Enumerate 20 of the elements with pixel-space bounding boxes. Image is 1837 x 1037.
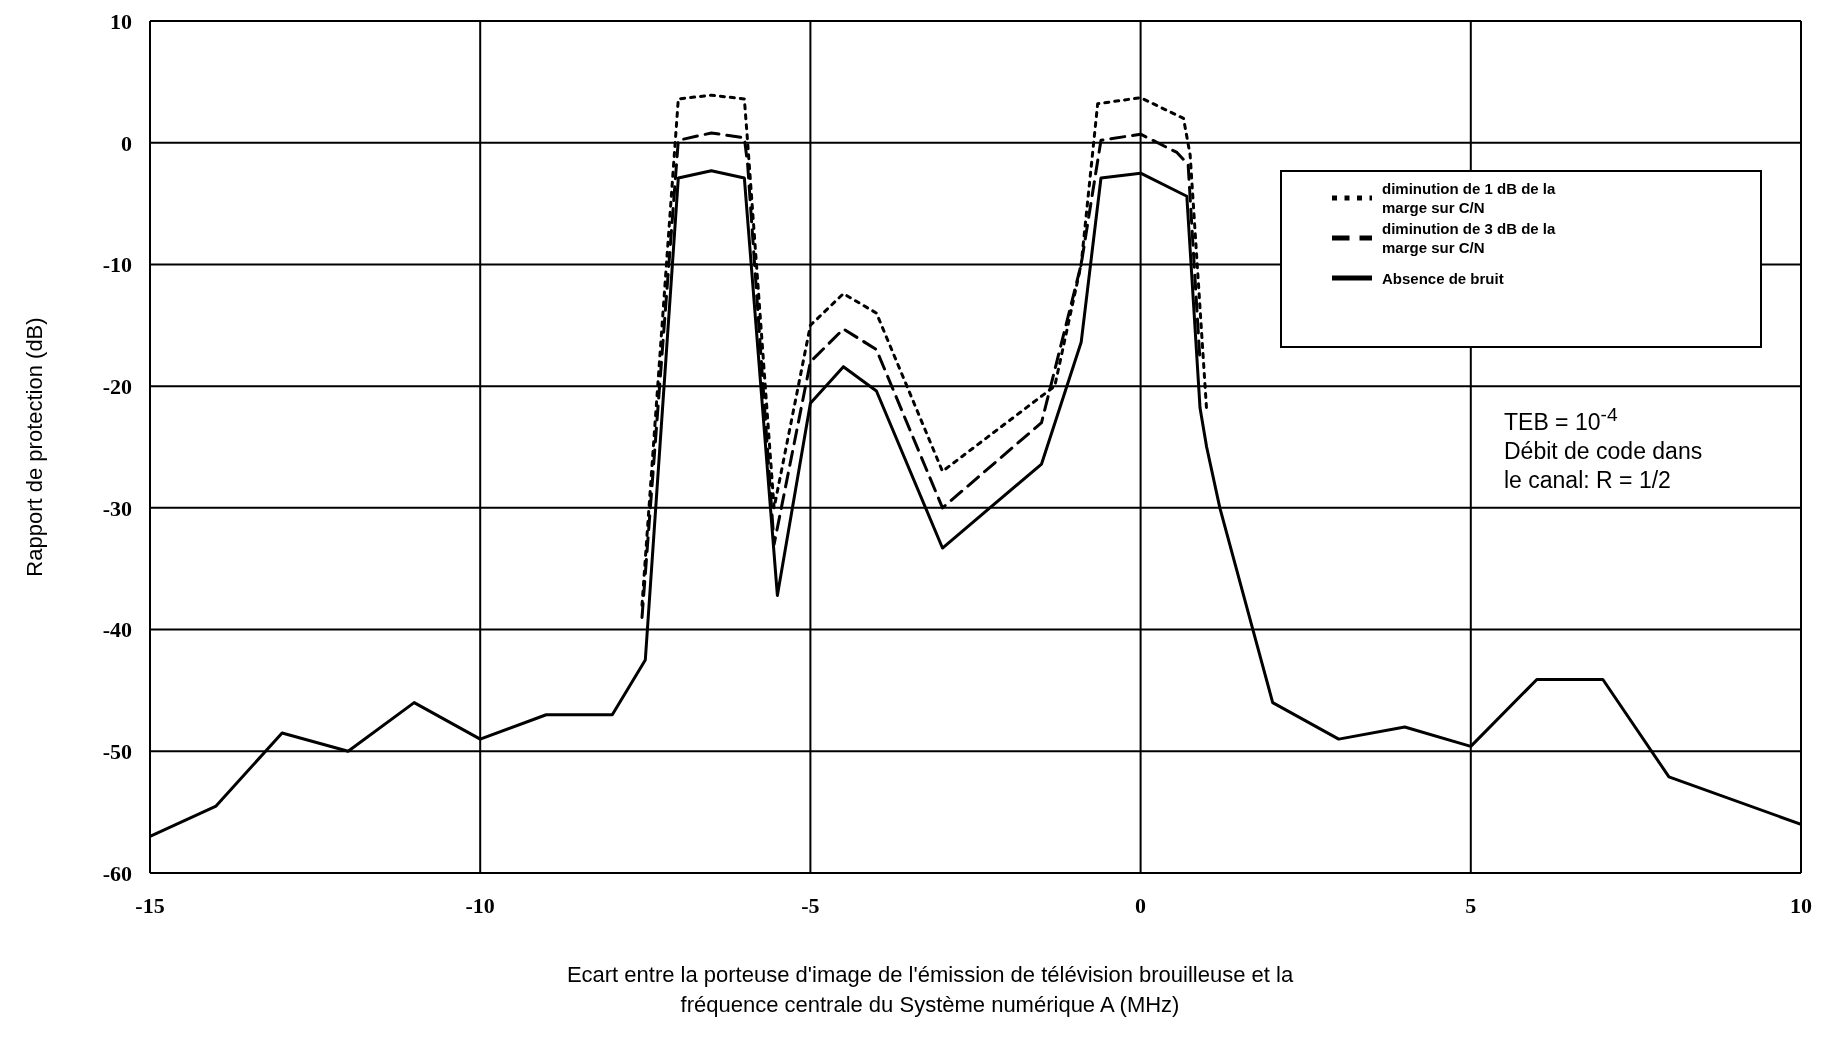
y-tick-label: -20 [102,373,132,399]
y-tick-label: -30 [102,495,132,521]
y-tick-label: 10 [110,8,132,34]
x-axis-title: Ecart entre la porteuse d'image de l'émission de télévision brouilleuse et la fréquence centrale du Système numérique A (MHz) [565,961,1295,1019]
y-tick-label: -10 [102,252,132,278]
legend-label: Absence de bruit [1382,268,1505,288]
y-tick-label: -40 [102,617,132,643]
x-tick-label: -10 [465,892,495,918]
y-axis-title: Rapport de protection (dB) [22,317,48,577]
y-tick-label: 0 [121,130,132,156]
annotation: TEB = 10$^{-4}$ [1504,403,1619,437]
x-tick-label: -15 [135,892,165,918]
legend-label: diminution de 3 dB de la marge sur C/N [1382,219,1557,257]
x-tick-label: 5 [1465,892,1477,918]
y-tick-label: -60 [102,860,132,886]
y-tick-label: -50 [102,739,132,765]
x-tick-label: 0 [1135,892,1147,918]
x-tick-label: 10 [1790,892,1812,918]
annotation: Débit de code dans le canal: R = 1/2 [1504,436,1704,495]
x-tick-label: -5 [801,892,820,918]
